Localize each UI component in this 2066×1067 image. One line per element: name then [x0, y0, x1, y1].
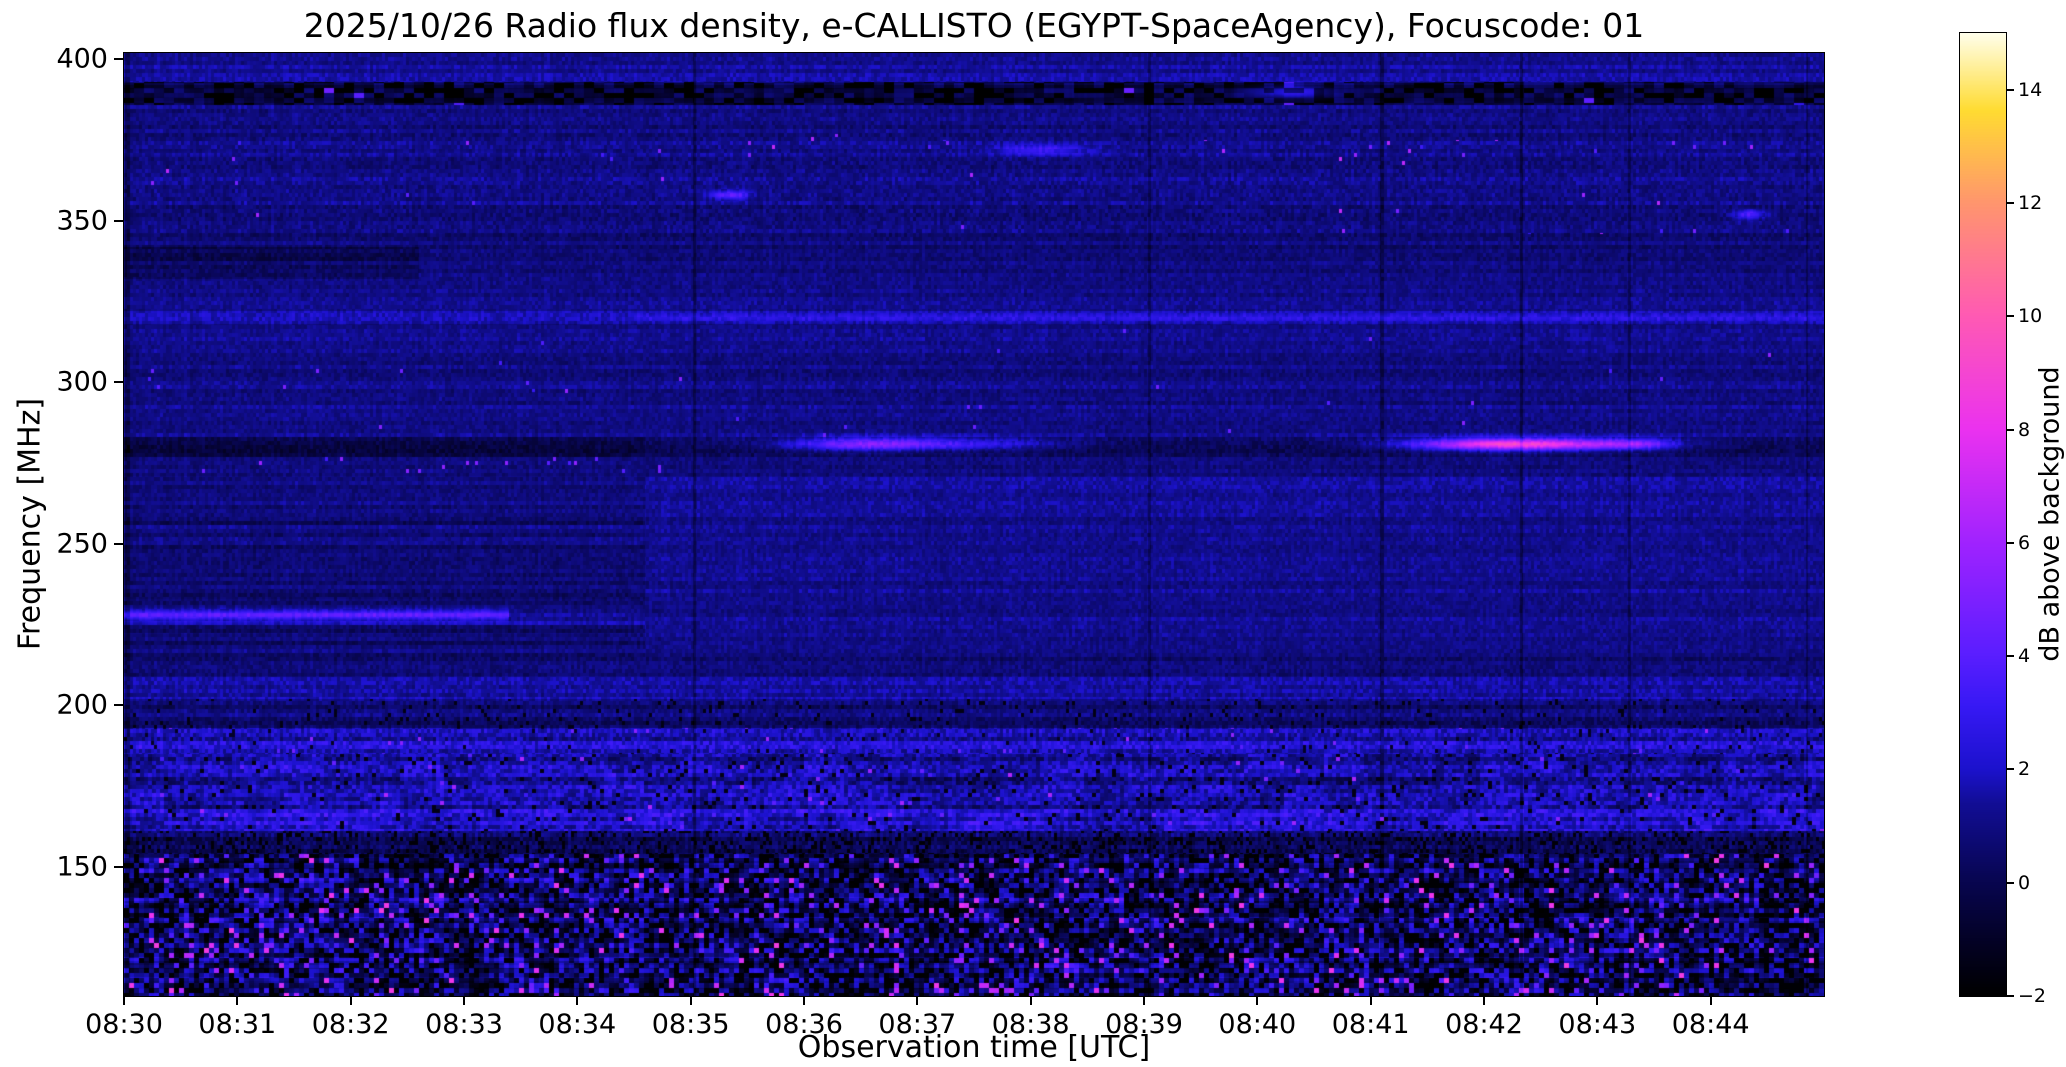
colorbar-gradient	[1959, 32, 2007, 997]
x-tick-mark	[1029, 996, 1032, 1005]
colorbar-tick-mark	[2006, 201, 2014, 204]
colorbar-tick-mark	[2006, 88, 2014, 91]
x-tick-label: 08:41	[1331, 1009, 1410, 1040]
x-tick-label: 08:37	[878, 1009, 957, 1040]
colorbar-tick-label: 6	[2018, 531, 2031, 554]
colorbar-tick-label: 0	[2018, 871, 2031, 894]
colorbar-tick-mark	[2006, 428, 2014, 431]
x-tick-mark	[1596, 996, 1599, 1005]
x-tick-label: 08:34	[538, 1009, 617, 1040]
colorbar-tick-label: −2	[2018, 985, 2047, 1007]
y-tick-label: 250	[56, 528, 108, 560]
x-tick-label: 08:43	[1558, 1009, 1637, 1040]
y-tick-label: 350	[56, 205, 108, 237]
colorbar-tick-mark	[2006, 881, 2014, 884]
colorbar-tick-mark	[2006, 768, 2014, 771]
x-tick-label: 08:35	[651, 1009, 730, 1040]
chart-title: 2025/10/26 Radio flux density, e-CALLIST…	[303, 6, 1645, 45]
x-axis-label: Observation time [UTC]	[797, 1030, 1151, 1065]
colorbar-tick-mark	[2006, 315, 2014, 318]
x-tick-mark	[1256, 996, 1259, 1005]
colorbar-tick-label: 14	[2018, 78, 2043, 101]
colorbar-label: dB above background	[2034, 366, 2066, 662]
y-tick-mark	[114, 381, 123, 384]
x-tick-mark	[916, 996, 919, 1005]
colorbar-tick-mark	[2006, 541, 2014, 544]
x-tick-mark	[1483, 996, 1485, 1005]
x-tick-mark	[1369, 996, 1372, 1005]
x-tick-mark	[349, 996, 352, 1005]
x-tick-label: 08:42	[1445, 1009, 1523, 1040]
colorbar-tick-label: 2	[2018, 758, 2031, 781]
x-tick-mark	[689, 996, 692, 1005]
colorbar-tick-label: 10	[2018, 305, 2043, 328]
y-tick-mark	[114, 219, 123, 222]
y-tick-mark	[114, 58, 123, 61]
colorbar-tick-label: 8	[2018, 418, 2031, 441]
x-tick-label: 08:36	[765, 1009, 843, 1040]
x-tick-mark	[236, 996, 239, 1005]
colorbar-tick-label: 4	[2018, 645, 2031, 668]
x-tick-mark	[123, 996, 125, 1005]
colorbar-tick-mark	[2006, 655, 2014, 658]
x-tick-mark	[803, 996, 805, 1005]
x-tick-label: 08:38	[991, 1009, 1070, 1040]
y-tick-label: 400	[56, 43, 108, 75]
colorbar-tick-label: 12	[2018, 191, 2043, 214]
y-tick-mark	[114, 704, 123, 707]
x-tick-label: 08:39	[1105, 1009, 1183, 1040]
x-tick-label: 08:30	[85, 1009, 163, 1040]
x-tick-mark	[1143, 996, 1145, 1005]
x-tick-label: 08:40	[1218, 1009, 1297, 1040]
x-tick-label: 08:31	[198, 1009, 277, 1040]
x-tick-mark	[1709, 996, 1712, 1005]
y-tick-label: 200	[56, 689, 108, 721]
x-tick-label: 08:33	[425, 1009, 503, 1040]
x-tick-label: 08:44	[1671, 1009, 1750, 1040]
x-tick-mark	[576, 996, 579, 1005]
y-tick-mark	[114, 865, 123, 868]
y-tick-mark	[114, 542, 123, 545]
spectrogram-canvas	[123, 52, 1825, 997]
y-tick-label: 300	[56, 366, 108, 398]
colorbar-tick-mark	[2006, 995, 2014, 997]
y-tick-label: 150	[56, 851, 108, 883]
y-axis-label: Frequency [MHz]	[12, 397, 48, 651]
x-tick-label: 08:32	[311, 1009, 390, 1040]
x-tick-mark	[463, 996, 465, 1005]
